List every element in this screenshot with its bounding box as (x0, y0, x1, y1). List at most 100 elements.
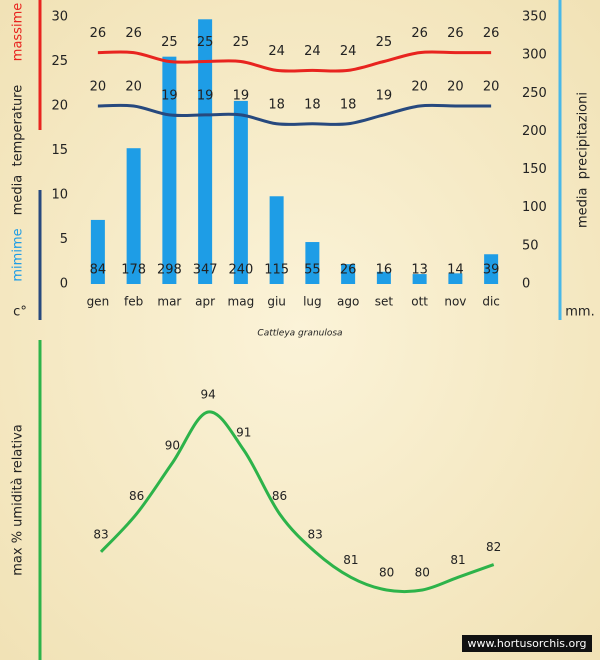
line-value-label: 20 (411, 80, 428, 95)
line-value-label: 24 (304, 44, 321, 59)
line-value-label: 19 (161, 88, 178, 103)
y2-tick-label: 100 (522, 200, 547, 215)
x-tick-label: set (375, 295, 394, 309)
line-value-label: 24 (340, 44, 357, 59)
x-tick-label: mag (228, 295, 255, 309)
line-value-label: 26 (483, 26, 500, 41)
y-tick-label: 15 (51, 143, 68, 158)
y2-tick-label: 200 (522, 124, 547, 139)
y2-tick-label: 0 (522, 277, 530, 292)
bar (376, 271, 391, 284)
y2-tick-label: 350 (522, 10, 547, 25)
bar-value-label: 115 (264, 263, 289, 278)
x-tick-label: gen (87, 295, 110, 309)
line-value-label: 20 (447, 80, 464, 95)
line-value-label: 82 (486, 540, 501, 554)
watermark: www.hortusorchis.org (467, 637, 586, 650)
line-value-label: 81 (450, 553, 465, 567)
bar-value-label: 16 (376, 263, 393, 278)
bar-value-label: 26 (340, 263, 357, 278)
line-value-label: 81 (343, 553, 358, 567)
line (99, 410, 495, 594)
bar-value-label: 13 (411, 263, 428, 278)
bar-value-label: 39 (483, 263, 500, 278)
bar (269, 196, 284, 284)
line (97, 50, 492, 73)
line-value-label: 20 (483, 80, 500, 95)
bar (305, 242, 320, 284)
bar-value-label: 14 (447, 263, 464, 278)
bar-value-label: 178 (121, 263, 146, 278)
bar-value-label: 84 (90, 263, 107, 278)
x-tick-label: giu (267, 295, 286, 309)
y-tick-label: 0 (60, 277, 68, 292)
line-value-label: 25 (161, 35, 178, 50)
y-tick-label: 25 (51, 54, 68, 69)
max-label: massime (11, 3, 26, 61)
line-value-label: 20 (125, 80, 142, 95)
y2-tick-label: 250 (522, 86, 547, 101)
line-value-label: 25 (197, 35, 214, 50)
bar (126, 148, 141, 284)
line-value-label: 18 (340, 97, 357, 112)
x-tick-label: feb (124, 295, 143, 309)
line-value-label: 20 (90, 80, 107, 95)
line-value-label: 25 (376, 35, 393, 50)
line (97, 103, 492, 126)
bar (198, 19, 213, 284)
line-value-label: 19 (233, 88, 250, 103)
y-tick-label: 5 (60, 232, 68, 247)
line-value-label: 86 (272, 489, 287, 503)
line-value-label: 25 (233, 35, 250, 50)
y-unit: c° (13, 305, 27, 320)
line-value-label: 18 (268, 97, 285, 112)
line-value-label: 26 (447, 26, 464, 41)
x-tick-label: apr (195, 295, 215, 309)
line-value-label: 19 (197, 88, 214, 103)
y-tick-label: 30 (51, 10, 68, 25)
y2-unit: mm. (565, 305, 594, 320)
bar (233, 100, 248, 285)
bar-value-label: 347 (193, 263, 218, 278)
x-tick-label: nov (444, 295, 466, 309)
line-value-label: 26 (125, 26, 142, 41)
line-value-label: 83 (308, 527, 323, 541)
line-value-label: 19 (376, 88, 393, 103)
x-tick-label: ott (411, 295, 428, 309)
line-value-label: 80 (379, 566, 394, 580)
humidity-label: max % umidità relativa (11, 424, 26, 576)
bar (412, 274, 427, 284)
x-tick-label: mar (157, 295, 181, 309)
bar (484, 254, 499, 284)
bar (448, 273, 463, 284)
line-value-label: 83 (93, 527, 108, 541)
bar-value-label: 55 (304, 263, 321, 278)
line-value-label: 94 (200, 388, 215, 402)
y2-tick-label: 300 (522, 48, 547, 63)
x-tick-label: lug (303, 295, 322, 309)
line-value-label: 26 (411, 26, 428, 41)
watermark-bg (462, 635, 592, 652)
line-value-label: 24 (268, 44, 285, 59)
x-tick-label: ago (337, 295, 359, 309)
y-tick-label: 20 (51, 99, 68, 114)
y2-tick-label: 50 (522, 238, 539, 253)
bar (90, 219, 105, 284)
y-tick-label: 10 (51, 188, 68, 203)
y2-axis-label: media precipitazioni (576, 92, 591, 228)
bar (341, 264, 356, 284)
bar-value-label: 240 (228, 263, 253, 278)
min-label: mimime (11, 228, 26, 281)
line-value-label: 26 (90, 26, 107, 41)
line-value-label: 80 (415, 566, 430, 580)
line-value-label: 86 (129, 489, 144, 503)
line-value-label: 91 (236, 426, 251, 440)
bar-value-label: 298 (157, 263, 182, 278)
line-value-label: 18 (304, 97, 321, 112)
line-value-label: 90 (165, 438, 180, 452)
y2-tick-label: 150 (522, 162, 547, 177)
y-axis-label: media temperature (11, 85, 26, 215)
x-tick-label: dic (482, 295, 500, 309)
